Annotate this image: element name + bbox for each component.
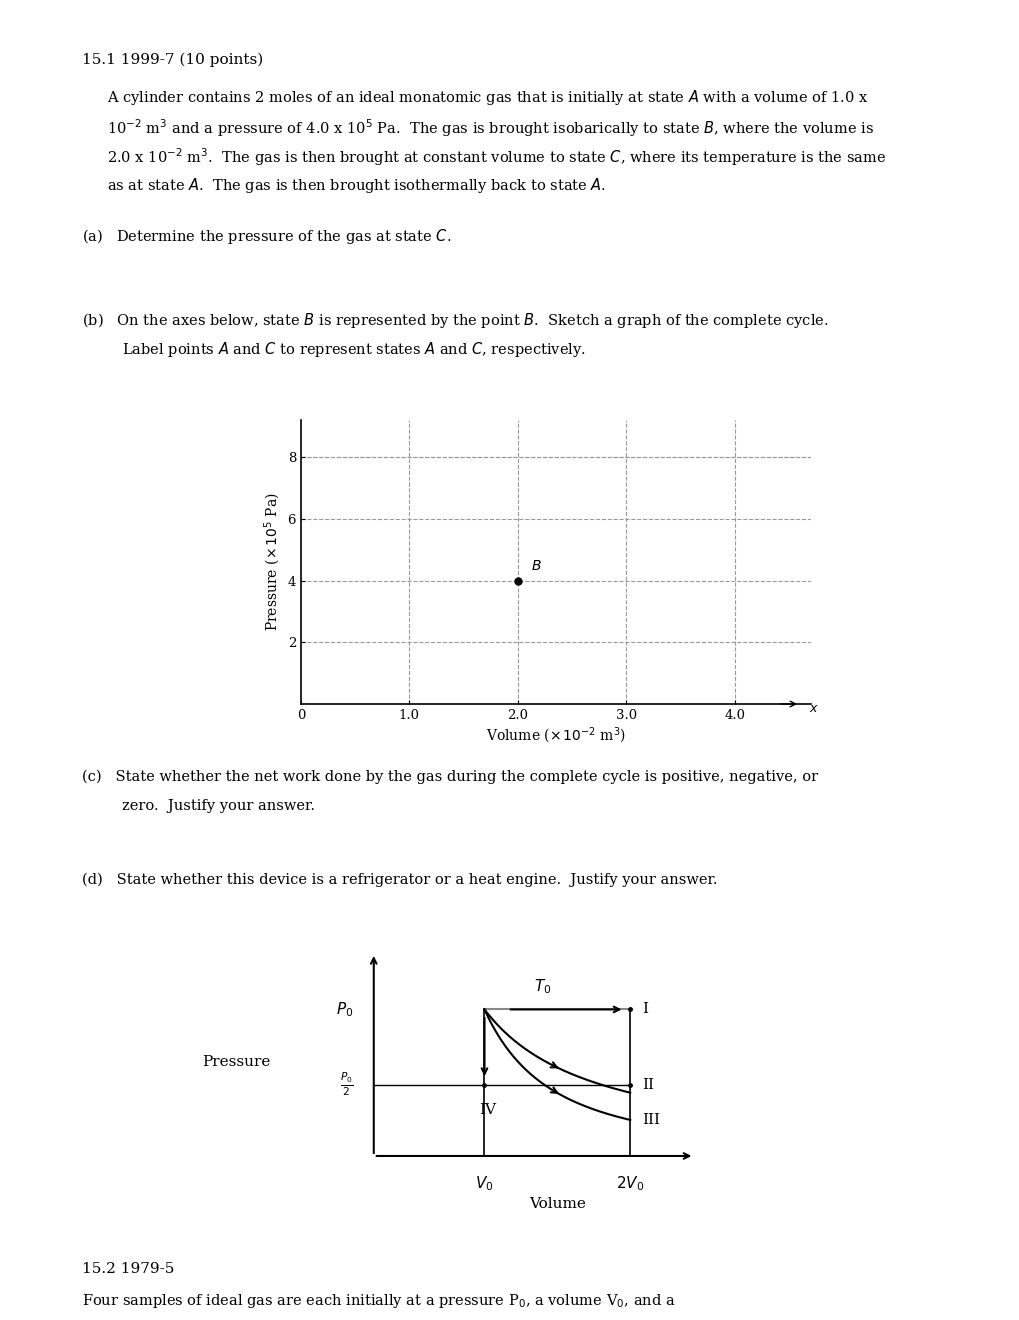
Text: II: II <box>641 1077 653 1092</box>
Text: 2.0 x 10$^{-2}$ m$^3$.  The gas is then brought at constant volume to state $C$,: 2.0 x 10$^{-2}$ m$^3$. The gas is then b… <box>107 147 886 168</box>
Text: 10$^{-2}$ m$^3$ and a pressure of 4.0 x 10$^5$ Pa.  The gas is brought isobarica: 10$^{-2}$ m$^3$ and a pressure of 4.0 x … <box>107 117 873 139</box>
Text: $T_0$: $T_0$ <box>534 978 551 997</box>
Y-axis label: Pressure ($\times\,10^5$ Pa): Pressure ($\times\,10^5$ Pa) <box>263 492 283 631</box>
Text: $2V_0$: $2V_0$ <box>615 1175 644 1193</box>
Text: 15.1 1999-7 (10 points): 15.1 1999-7 (10 points) <box>82 53 263 67</box>
X-axis label: Volume ($\times\,10^{-2}$ m$^3$): Volume ($\times\,10^{-2}$ m$^3$) <box>485 726 626 746</box>
Text: (b)   On the axes below, state $B$ is represented by the point $B$.  Sketch a gr: (b) On the axes below, state $B$ is repr… <box>82 312 827 330</box>
Text: $\frac{P_0}{2}$: $\frac{P_0}{2}$ <box>339 1071 353 1098</box>
Text: Volume: Volume <box>529 1197 585 1212</box>
Text: $P_0$: $P_0$ <box>335 1001 353 1019</box>
Text: III: III <box>641 1113 659 1127</box>
Text: Label points $A$ and $C$ to represent states $A$ and $C$, respectively.: Label points $A$ and $C$ to represent st… <box>122 341 586 359</box>
Text: Four samples of ideal gas are each initially at a pressure P$_0$, a volume V$_0$: Four samples of ideal gas are each initi… <box>82 1292 675 1309</box>
Text: $V_0$: $V_0$ <box>475 1175 493 1193</box>
Text: (d)   State whether this device is a refrigerator or a heat engine.  Justify you: (d) State whether this device is a refri… <box>82 873 716 887</box>
Text: A cylinder contains 2 moles of an ideal monatomic gas that is initially at state: A cylinder contains 2 moles of an ideal … <box>107 87 868 107</box>
Text: $x$: $x$ <box>808 702 818 715</box>
Text: I: I <box>641 1002 647 1016</box>
Text: $B$: $B$ <box>531 558 541 573</box>
Text: (c)   State whether the net work done by the gas during the complete cycle is po: (c) State whether the net work done by t… <box>82 770 817 784</box>
Text: IV: IV <box>479 1104 495 1117</box>
Text: zero.  Justify your answer.: zero. Justify your answer. <box>122 800 315 813</box>
Text: Pressure: Pressure <box>203 1055 271 1069</box>
Text: as at state $A$.  The gas is then brought isothermally back to state $A$.: as at state $A$. The gas is then brought… <box>107 176 605 195</box>
Text: 15.2 1979-5: 15.2 1979-5 <box>82 1262 174 1276</box>
Text: (a)   Determine the pressure of the gas at state $C$.: (a) Determine the pressure of the gas at… <box>82 227 450 246</box>
